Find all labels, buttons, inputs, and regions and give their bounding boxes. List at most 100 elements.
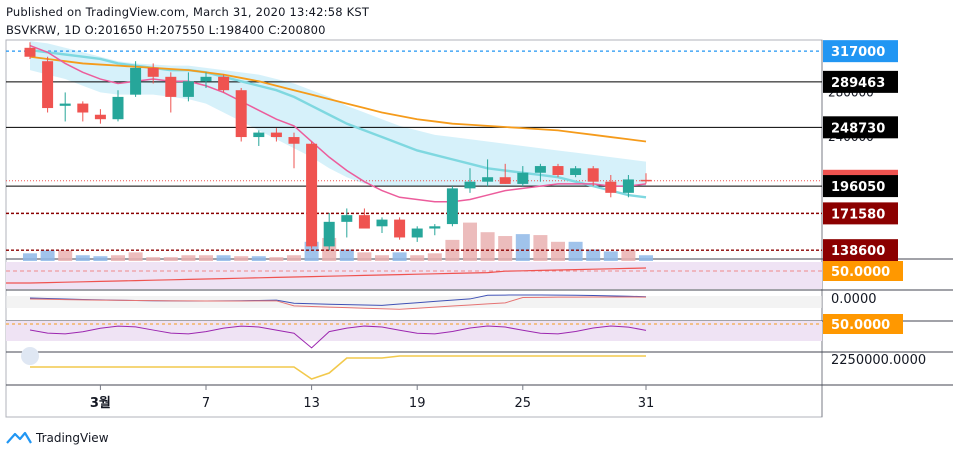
price-level-lines bbox=[6, 50, 822, 251]
candle-body bbox=[341, 215, 353, 222]
volume-bar bbox=[392, 252, 407, 261]
obv-axis-label: 2250000.0000 bbox=[831, 353, 926, 368]
candle-body bbox=[59, 103, 71, 106]
volume-bar bbox=[304, 241, 319, 261]
candle-body bbox=[323, 221, 335, 247]
volume-bar bbox=[128, 252, 143, 261]
price-axis: 2800002400003170002894632487302008001960… bbox=[823, 40, 926, 368]
volume-bar bbox=[463, 222, 477, 261]
tradingview-footer[interactable]: TradingView bbox=[6, 428, 109, 448]
candle-body bbox=[270, 132, 282, 138]
cloud-band bbox=[30, 41, 646, 187]
rsi-axis-label: 50.0000 bbox=[831, 265, 890, 280]
candle-body bbox=[499, 177, 511, 184]
volume-bar bbox=[427, 253, 442, 261]
tradingview-brand: TradingView bbox=[36, 431, 109, 445]
rsi-line bbox=[6, 267, 647, 284]
volume-bar bbox=[163, 257, 178, 261]
volume-bar bbox=[339, 249, 354, 261]
volume-bar bbox=[146, 257, 161, 261]
x-tick-label: 25 bbox=[515, 396, 532, 411]
candle-body bbox=[24, 47, 36, 57]
volume-bar bbox=[58, 250, 73, 261]
chart-grid bbox=[5, 39, 953, 418]
rsi-axis-label-box bbox=[823, 261, 903, 281]
candle-body bbox=[394, 219, 406, 238]
volume-bar bbox=[480, 232, 495, 261]
candle-body bbox=[218, 76, 230, 91]
x-tick-label: 13 bbox=[303, 396, 320, 411]
price-label-text: 289463 bbox=[831, 76, 885, 91]
volume-bar bbox=[216, 255, 231, 261]
candle-body bbox=[42, 61, 54, 109]
candle-body bbox=[235, 90, 247, 138]
volume-bar bbox=[93, 256, 108, 261]
candle-body bbox=[570, 168, 582, 175]
candle-body bbox=[517, 172, 529, 184]
price-label-text: 248730 bbox=[831, 121, 885, 136]
candle-body bbox=[587, 168, 599, 182]
candle-body bbox=[464, 181, 476, 189]
volume-bar bbox=[23, 253, 37, 261]
ma-mid-line bbox=[29, 48, 647, 199]
candle-body bbox=[552, 166, 564, 175]
rsi-pane-bg bbox=[6, 262, 822, 289]
price-label-box bbox=[823, 202, 898, 225]
volume-bar bbox=[234, 256, 249, 261]
candle-body bbox=[446, 188, 458, 225]
volume-bar bbox=[603, 251, 618, 261]
volume-bar bbox=[357, 252, 372, 261]
volume-bar bbox=[40, 250, 55, 261]
volume-bar bbox=[181, 255, 196, 261]
candle-body bbox=[200, 76, 212, 82]
ma-cloud bbox=[30, 41, 646, 187]
price-label-text: 196050 bbox=[831, 180, 885, 195]
volume-bar bbox=[75, 255, 90, 261]
candle-body bbox=[376, 219, 388, 227]
obv-line bbox=[30, 355, 646, 380]
x-tick-label: 19 bbox=[409, 396, 426, 411]
candle-body bbox=[306, 143, 318, 247]
volume-bar bbox=[375, 255, 389, 261]
x-tick-label: 31 bbox=[638, 396, 655, 411]
x-tick-label: 3월 bbox=[90, 395, 111, 411]
candle-body bbox=[622, 179, 634, 193]
macd-signal-line bbox=[29, 296, 647, 310]
candle-body bbox=[130, 67, 142, 95]
stoch-line bbox=[29, 325, 647, 349]
volume-bar bbox=[199, 255, 213, 261]
volume-bar bbox=[568, 241, 583, 261]
volume-bar bbox=[533, 235, 548, 261]
volume-bars bbox=[23, 222, 653, 261]
volume-bar bbox=[287, 255, 301, 261]
price-label-text: 171580 bbox=[831, 207, 885, 222]
volume-bar bbox=[111, 255, 125, 261]
candle-body bbox=[429, 226, 441, 229]
macd-axis-label: 0.0000 bbox=[831, 292, 877, 307]
candle-body bbox=[605, 181, 617, 193]
price-label-box bbox=[823, 40, 898, 63]
published-header: Published on TradingView.com, March 31, … bbox=[6, 5, 370, 19]
candle-body bbox=[411, 228, 423, 238]
chart-frame bbox=[5, 39, 823, 418]
candle-body bbox=[165, 76, 177, 97]
time-axis: 3월 7 13 19 25 31 bbox=[90, 385, 654, 411]
macd-hist-bg bbox=[6, 296, 822, 308]
price-chart[interactable]: 2800002400003170002894632487302008001960… bbox=[0, 0, 953, 425]
volume-bar bbox=[251, 256, 266, 261]
price-label-box bbox=[823, 239, 898, 262]
volume-bar bbox=[269, 257, 284, 261]
volume-bar bbox=[498, 236, 513, 261]
volume-bar bbox=[621, 249, 636, 261]
ma-slow-line bbox=[29, 55, 647, 143]
candlesticks bbox=[24, 42, 652, 251]
indicator-panes bbox=[6, 262, 822, 380]
tradingview-logo-icon bbox=[6, 431, 32, 444]
candle-body bbox=[534, 166, 546, 173]
price-label-text: 138600 bbox=[831, 244, 885, 259]
candle-body bbox=[253, 132, 265, 138]
price-label-box bbox=[823, 116, 898, 139]
candle-body bbox=[112, 96, 124, 120]
candle-body bbox=[94, 114, 106, 120]
x-tick-label: 7 bbox=[202, 396, 210, 411]
